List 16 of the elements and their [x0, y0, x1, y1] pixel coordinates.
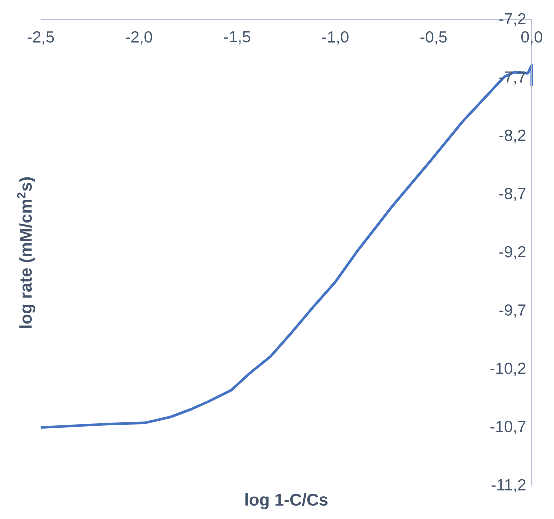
x-tick-label: -0,5: [420, 32, 447, 45]
y-tick-label: -8,7: [500, 188, 526, 202]
y-tick-label: -7,2: [500, 13, 526, 27]
y-axis-title: log rate (mM/cm$^{2}$s): [17, 178, 36, 328]
y-tick-label: -8,2: [500, 130, 526, 144]
y-tick-label: -10,2: [490, 362, 526, 376]
x-tick-label: -1,0: [322, 32, 349, 45]
x-tick-label: -1,5: [224, 32, 251, 45]
y-tick-label: -11,2: [492, 479, 526, 493]
x-axis-title: log 1-C/Cs: [246, 494, 328, 510]
y-tick-label: -10,7: [490, 421, 526, 434]
y-tick-label: -9,2: [500, 246, 526, 260]
x-tick-label: -2,0: [126, 32, 152, 45]
x-tick-label: -2,5: [28, 32, 54, 45]
y-tick-label: -9,7: [500, 304, 526, 318]
x-tick-label: 0,0: [522, 32, 543, 45]
